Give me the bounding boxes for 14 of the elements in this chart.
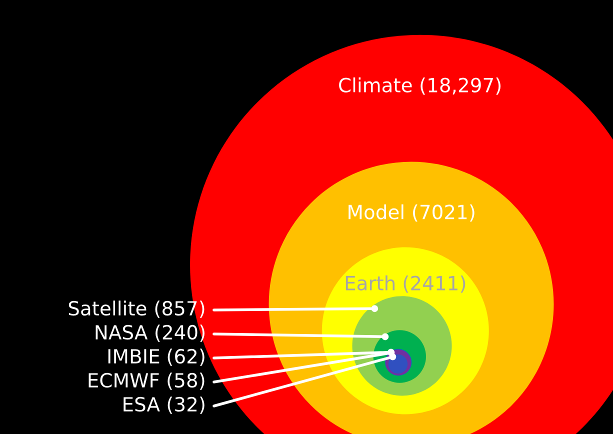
category-label: Earth	[346, 275, 395, 290]
category-label: Climate	[339, 77, 412, 92]
data-label: (7021)	[413, 204, 474, 222]
category-label: ECMWF	[88, 372, 159, 388]
category-label: Model	[348, 204, 404, 220]
category-label: Satellite	[68, 300, 146, 316]
category-label: ESA	[124, 396, 160, 412]
category-label: NASA	[96, 324, 148, 340]
data-label: (58)	[168, 372, 204, 390]
category-label: IMBIE	[108, 349, 160, 364]
data-label: (32)	[168, 396, 204, 414]
data-label: (18,297)	[420, 77, 501, 95]
data-label: (2411)	[404, 275, 466, 293]
data-label: (62)	[168, 348, 204, 366]
